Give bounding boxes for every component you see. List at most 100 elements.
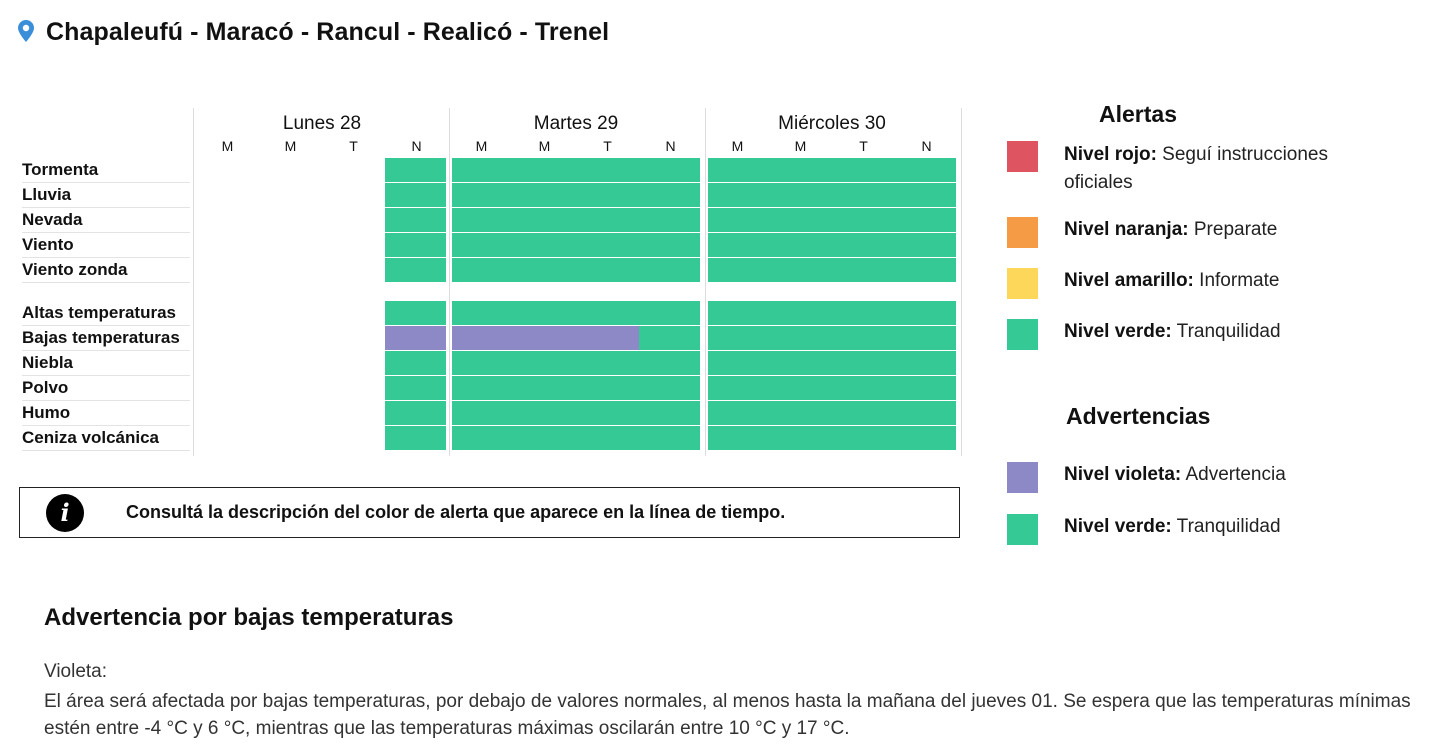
alert-cell-verde bbox=[385, 183, 446, 207]
day-header: Miércoles 30 bbox=[778, 113, 886, 134]
day-separator bbox=[961, 108, 962, 456]
warning-cell-verde bbox=[385, 426, 446, 450]
row-divider bbox=[22, 450, 190, 451]
alert-cell-verde bbox=[452, 158, 700, 182]
warning-cell-verde bbox=[452, 351, 700, 375]
row-divider bbox=[22, 350, 190, 351]
legend-swatch-amarillo bbox=[1007, 268, 1038, 299]
day-header: Lunes 28 bbox=[282, 113, 362, 134]
row-divider bbox=[22, 375, 190, 376]
legend-level-label: Nivel verde: bbox=[1064, 321, 1172, 342]
hazard-label: Bajas temperaturas bbox=[22, 328, 180, 347]
warning-cell-verde bbox=[639, 326, 700, 350]
location-header: Chapaleufú - Maracó - Rancul - Realicó -… bbox=[18, 18, 609, 47]
period-label: M bbox=[731, 138, 744, 154]
alert-cell-verde bbox=[708, 208, 956, 232]
period-label: N bbox=[921, 138, 932, 154]
alert-timeline: Lunes 28 M M T N Martes 29 M M T N Miércoles 30 M M T… bbox=[0, 0, 980, 470]
period-label: M bbox=[221, 138, 234, 154]
hazard-label: Nevada bbox=[22, 210, 83, 229]
alert-cell-verde bbox=[452, 208, 700, 232]
hazard-label: Humo bbox=[22, 403, 71, 422]
warning-description-body: El área será afectada por bajas temperat… bbox=[44, 691, 1411, 739]
warning-cell-verde bbox=[385, 301, 446, 325]
row-divider bbox=[22, 425, 190, 426]
alert-cell-verde bbox=[708, 158, 956, 182]
alert-cell-verde bbox=[452, 183, 700, 207]
hazard-label: Tormenta bbox=[22, 160, 99, 179]
legend-item-amarillo: Nivel amarillo: Informate bbox=[1064, 267, 1364, 295]
period-label: M bbox=[284, 138, 297, 154]
legend-item-verde: Nivel verde: Tranquilidad bbox=[1064, 513, 1364, 541]
row-divider bbox=[22, 400, 190, 401]
period-label: T bbox=[859, 138, 868, 154]
row-divider bbox=[22, 207, 190, 208]
legend-level-desc: Tranquilidad bbox=[1171, 321, 1281, 342]
legend-swatch-violeta bbox=[1007, 462, 1038, 493]
row-divider bbox=[22, 325, 190, 326]
row-divider bbox=[22, 282, 190, 283]
legend-item-verde: Nivel verde: Tranquilidad bbox=[1064, 318, 1364, 346]
legend-level-label: Nivel violeta: bbox=[1064, 464, 1182, 485]
hazard-label: Polvo bbox=[22, 378, 69, 397]
row-divider bbox=[22, 182, 190, 183]
legend-level-label: Nivel verde: bbox=[1064, 516, 1172, 537]
alert-cell-verde bbox=[385, 208, 446, 232]
alert-cell-verde bbox=[708, 233, 956, 257]
warning-level-label: Violeta: bbox=[44, 661, 108, 682]
legend-swatch-naranja bbox=[1007, 217, 1038, 248]
period-label: M bbox=[538, 138, 551, 154]
warning-cell-violeta bbox=[452, 326, 639, 350]
row-divider bbox=[22, 232, 190, 233]
warning-description-title: Advertencia por bajas temperaturas bbox=[44, 604, 454, 631]
alert-cell-verde bbox=[385, 158, 446, 182]
legend-level-label: Nivel naranja: bbox=[1064, 219, 1189, 240]
warning-cell-verde bbox=[708, 301, 956, 325]
day-separator bbox=[449, 108, 450, 456]
period-label: N bbox=[411, 138, 422, 154]
legend-level-desc: Advertencia bbox=[1181, 464, 1286, 485]
period-label: N bbox=[665, 138, 676, 154]
warning-cell-violeta bbox=[385, 326, 446, 350]
warning-cell-verde bbox=[708, 376, 956, 400]
alert-cell-verde bbox=[452, 233, 700, 257]
period-label: T bbox=[349, 138, 358, 154]
warning-cell-verde bbox=[385, 376, 446, 400]
legend-item-violeta: Nivel violeta: Advertencia bbox=[1064, 461, 1364, 489]
alerts-legend-title: Alertas bbox=[1099, 101, 1177, 127]
location-pin-icon bbox=[18, 19, 34, 42]
legend-level-label: Nivel rojo: bbox=[1064, 144, 1157, 165]
warning-cell-verde bbox=[452, 301, 700, 325]
warning-cell-verde bbox=[708, 426, 956, 450]
warnings-legend-title: Advertencias bbox=[1066, 403, 1211, 429]
alert-cell-verde bbox=[452, 258, 700, 282]
period-label: M bbox=[475, 138, 488, 154]
hazard-label: Altas temperaturas bbox=[22, 303, 177, 322]
hazard-label: Niebla bbox=[22, 353, 74, 372]
hazard-label: Ceniza volcánica bbox=[22, 428, 160, 447]
alert-cell-verde bbox=[708, 258, 956, 282]
warning-cell-verde bbox=[708, 401, 956, 425]
legend-level-desc: Preparate bbox=[1188, 219, 1278, 240]
page-title: Chapaleufú - Maracó - Rancul - Realicó -… bbox=[46, 18, 610, 46]
day-header: Martes 29 bbox=[533, 113, 619, 134]
warning-cell-verde bbox=[708, 351, 956, 375]
warning-cell-verde bbox=[452, 426, 700, 450]
legend-level-desc: Informate bbox=[1193, 270, 1280, 291]
legend-level-label: Nivel amarillo: bbox=[1064, 270, 1194, 291]
info-icon: i bbox=[46, 493, 84, 532]
alert-cell-verde bbox=[385, 258, 446, 282]
hazard-label: Viento zonda bbox=[22, 260, 128, 279]
legend-swatch-rojo bbox=[1007, 141, 1038, 172]
info-text: Consultá la descripción del color de ale… bbox=[126, 502, 786, 522]
alert-cell-verde bbox=[708, 183, 956, 207]
warning-cell-verde bbox=[452, 376, 700, 400]
info-box: i Consultá la descripción del color de a… bbox=[19, 487, 960, 538]
row-divider bbox=[22, 257, 190, 258]
hazard-label: Viento bbox=[22, 235, 74, 254]
legend-swatch-verde bbox=[1007, 319, 1038, 350]
legend-level-desc: Tranquilidad bbox=[1171, 516, 1281, 537]
warning-cell-verde bbox=[385, 401, 446, 425]
period-label: T bbox=[603, 138, 612, 154]
day-separator bbox=[193, 108, 194, 456]
